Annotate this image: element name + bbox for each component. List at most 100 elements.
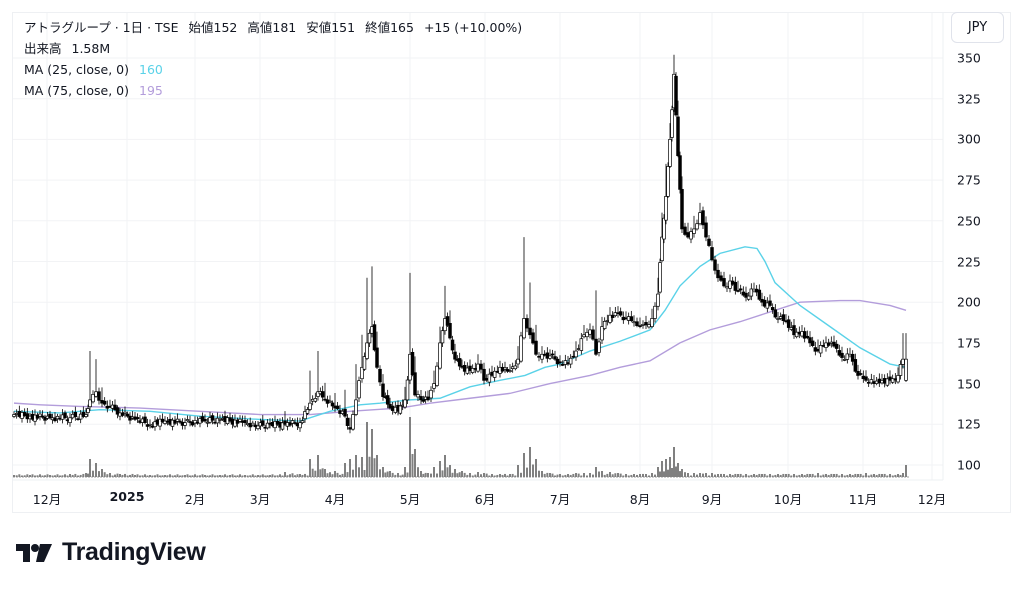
volume-bar bbox=[368, 456, 371, 477]
candle-body bbox=[680, 189, 684, 230]
volume-bar bbox=[614, 473, 617, 477]
volume-bar bbox=[589, 473, 591, 477]
candle-body bbox=[540, 353, 544, 360]
candle-body bbox=[429, 389, 433, 399]
volume-bar bbox=[306, 475, 309, 477]
volume-bar bbox=[849, 474, 851, 477]
volume-bar bbox=[39, 474, 41, 477]
volume-bar bbox=[835, 473, 838, 477]
candle-body bbox=[808, 337, 812, 344]
volume-bar bbox=[111, 475, 114, 477]
volume-bar bbox=[769, 474, 771, 477]
candle-body bbox=[840, 352, 844, 358]
volume-bar bbox=[782, 473, 785, 477]
volume-bar bbox=[404, 467, 406, 477]
candle-body bbox=[143, 416, 147, 424]
volume-bar bbox=[461, 471, 463, 477]
volume-bar bbox=[592, 474, 594, 477]
volume-label: 出来高 bbox=[24, 41, 62, 56]
volume-bar bbox=[366, 422, 368, 477]
price-axis-label: 200 bbox=[957, 294, 981, 310]
candle-body bbox=[864, 376, 868, 381]
candle-body bbox=[398, 405, 403, 414]
volume-bar bbox=[146, 475, 149, 477]
candle-body bbox=[432, 383, 436, 389]
volume-bar bbox=[661, 461, 663, 477]
candle-body bbox=[173, 419, 177, 424]
candle-body bbox=[768, 300, 772, 306]
volume-bar bbox=[854, 473, 857, 477]
volume-bar bbox=[406, 472, 409, 477]
candle-body bbox=[243, 420, 247, 424]
currency-button[interactable]: JPY bbox=[951, 12, 1004, 43]
volume-bar bbox=[619, 473, 622, 477]
candle-body bbox=[200, 416, 205, 422]
time-axis-label: 10月 bbox=[773, 492, 803, 507]
volume-bar bbox=[376, 455, 378, 477]
volume-bar bbox=[206, 475, 209, 477]
ma75-row[interactable]: MA (75, close, 0) 195 bbox=[24, 80, 522, 101]
volume-bar bbox=[598, 471, 600, 477]
ohlc-row: アトラグループ · 1日 · TSE 始値152 高値181 安値151 終値1… bbox=[24, 17, 522, 38]
tradingview-branding[interactable]: TradingView bbox=[16, 538, 206, 567]
volume-bar bbox=[827, 474, 830, 477]
volume-bar bbox=[329, 472, 331, 477]
candle-body bbox=[410, 351, 415, 375]
volume-bar bbox=[161, 475, 164, 477]
volume-bar bbox=[681, 469, 683, 477]
ma25-label: MA (25, close, 0) bbox=[24, 62, 130, 77]
candle-body bbox=[503, 367, 507, 370]
volume-bar bbox=[771, 475, 774, 477]
volume-bar bbox=[790, 475, 793, 477]
price-axis-label: 150 bbox=[957, 376, 981, 392]
volume-bar bbox=[846, 474, 849, 477]
volume-bar bbox=[690, 475, 692, 477]
volume-bar bbox=[739, 473, 742, 477]
candle-body bbox=[123, 411, 127, 414]
candle-body bbox=[528, 327, 532, 336]
candle-body bbox=[550, 353, 555, 356]
candle-body bbox=[516, 358, 520, 365]
volume-bar bbox=[679, 471, 681, 477]
volume-bar bbox=[166, 475, 169, 477]
candle-body bbox=[647, 324, 651, 328]
candle-body bbox=[453, 351, 457, 360]
candle-body bbox=[35, 414, 40, 419]
volume-bar bbox=[726, 475, 728, 477]
volume-bar bbox=[504, 473, 506, 477]
volume-bar bbox=[164, 475, 166, 477]
volume-bar bbox=[254, 475, 257, 477]
volume-bar bbox=[474, 474, 477, 477]
candle-body bbox=[695, 223, 699, 230]
volume-bar bbox=[811, 473, 814, 477]
volume-bar bbox=[575, 473, 577, 477]
candle-body bbox=[513, 365, 518, 370]
volume-bar bbox=[384, 472, 387, 477]
volume-bar bbox=[304, 473, 306, 477]
candle-body bbox=[94, 391, 98, 397]
candle-body bbox=[781, 314, 786, 322]
volume-bar bbox=[520, 472, 522, 477]
candle-body bbox=[378, 368, 382, 383]
volume-bar bbox=[92, 470, 94, 477]
candle-body bbox=[426, 396, 430, 401]
time-axis-label: 5月 bbox=[399, 492, 421, 507]
volume-bar bbox=[511, 473, 514, 477]
candle-body bbox=[885, 378, 890, 386]
volume-bar bbox=[389, 471, 391, 477]
volume-bar bbox=[386, 471, 389, 477]
volume-bar bbox=[897, 474, 899, 477]
volume-bar bbox=[905, 465, 907, 477]
volume-bar bbox=[184, 475, 186, 477]
volume-bar bbox=[82, 473, 85, 477]
volume-bar bbox=[742, 475, 745, 477]
ma25-row[interactable]: MA (25, close, 0) 160 bbox=[24, 59, 522, 80]
volume-bar bbox=[625, 474, 627, 477]
candle-body bbox=[12, 414, 16, 417]
volume-bar bbox=[355, 455, 357, 477]
candle-body bbox=[68, 417, 72, 424]
volume-bar bbox=[673, 447, 675, 477]
candle-body bbox=[635, 321, 639, 326]
volume-bar bbox=[667, 469, 669, 477]
